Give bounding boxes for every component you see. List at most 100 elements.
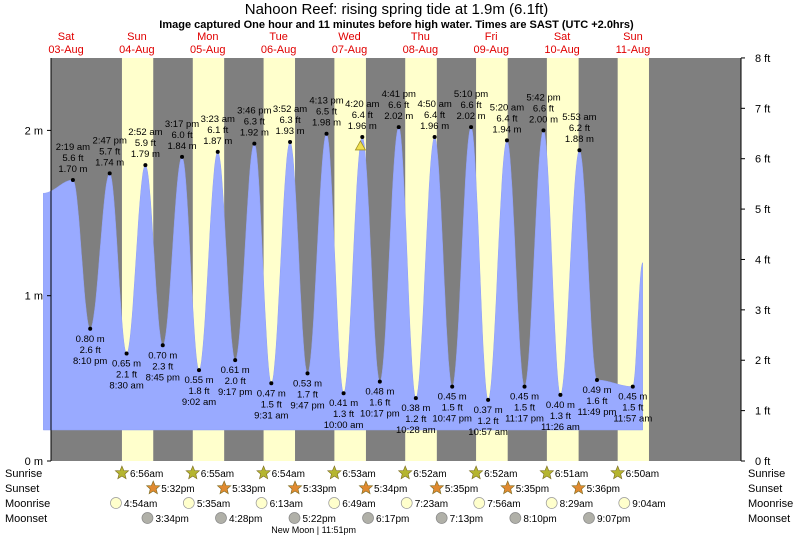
sunset-icon	[358, 480, 374, 495]
moonset-icon	[362, 512, 374, 524]
low-tide-m: 0.45 m	[438, 392, 467, 403]
low-tide-time: 10:17 pm	[360, 409, 400, 420]
sunset-icon	[145, 480, 161, 495]
low-tide-m: 0.61 m	[221, 365, 250, 376]
sunrise-icon	[610, 465, 626, 480]
high-tide-time: 4:41 pm	[382, 89, 416, 100]
sunset-time: 5:33pm	[232, 484, 265, 495]
day-name: Wed	[338, 31, 360, 43]
day-date: 05-Aug	[190, 44, 225, 56]
high-tide-ft: 6.6 ft	[533, 103, 554, 114]
row-label-sunrise-left: Sunrise	[5, 468, 42, 480]
day-name: Mon	[197, 31, 218, 43]
low-tide-time: 10:28 am	[396, 425, 436, 436]
low-tide-ft: 1.6 ft	[586, 396, 607, 407]
moonset-icon	[141, 512, 154, 524]
moonset-time: 9:07pm	[597, 514, 630, 525]
left-tick-label: 2 m	[25, 125, 43, 137]
moonrise-time: 9:04am	[632, 499, 665, 510]
low-tide-point	[305, 371, 310, 376]
sunset-icon	[571, 480, 587, 495]
moonrise-time: 7:23am	[415, 499, 448, 510]
low-tide-m: 0.80 m	[76, 334, 105, 345]
low-tide-m: 0.37 m	[474, 405, 503, 416]
high-tide-ft: 6.4 ft	[496, 113, 517, 124]
day-name: Thu	[411, 31, 430, 43]
day-name: Sat	[554, 31, 571, 43]
high-tide-m: 2.02 m	[384, 111, 413, 122]
low-tide-point	[341, 391, 346, 396]
sunrise-icon	[114, 465, 130, 480]
high-tide-m: 1.79 m	[131, 149, 160, 160]
low-tide-point	[197, 368, 202, 373]
day-date: 06-Aug	[261, 44, 296, 56]
moonrise-icon	[545, 497, 558, 509]
moonrise-time: 4:54am	[124, 499, 157, 510]
moonrise-icon	[110, 497, 122, 509]
low-tide-m: 0.45 m	[510, 392, 539, 403]
high-tide-m: 1.87 m	[203, 136, 232, 147]
high-tide-m: 1.96 m	[420, 121, 449, 132]
high-tide-m: 1.88 m	[565, 134, 594, 145]
high-tide-time: 2:19 am	[56, 142, 90, 153]
sunrise-time: 6:56am	[130, 469, 163, 480]
right-tick-label: 6 ft	[755, 154, 770, 166]
sunrise-icon	[468, 465, 484, 480]
moonset-time: 6:17pm	[376, 514, 409, 525]
high-tide-ft: 5.9 ft	[135, 138, 156, 149]
low-tide-point	[88, 326, 93, 331]
moonset-time: 5:22pm	[302, 514, 335, 525]
low-tide-ft: 1.5 ft	[514, 403, 535, 414]
moonrise-icon	[182, 497, 195, 509]
low-tide-point	[160, 343, 165, 348]
low-tide-ft: 1.2 ft	[405, 414, 426, 425]
low-tide-ft: 1.7 ft	[297, 389, 318, 400]
high-tide-point	[252, 141, 257, 146]
row-label-sunset-right: Sunset	[748, 483, 782, 495]
left-tick-label: 1 m	[25, 291, 43, 303]
high-tide-m: 1.84 m	[168, 141, 197, 152]
day-date: 09-Aug	[473, 44, 508, 56]
high-tide-time: 4:13 pm	[309, 96, 343, 107]
high-tide-time: 2:52 am	[128, 127, 162, 138]
low-tide-point	[486, 397, 491, 402]
high-tide-point	[288, 139, 293, 144]
moonset-time: 4:28pm	[229, 514, 262, 525]
moonrise-icon	[400, 497, 413, 509]
sunset-time: 5:35pm	[516, 484, 549, 495]
low-tide-m: 0.49 m	[582, 385, 611, 396]
moonset-icon	[215, 512, 227, 524]
sunrise-time: 6:52am	[413, 469, 446, 480]
high-tide-ft: 6.1 ft	[207, 125, 228, 136]
high-tide-m: 2.02 m	[457, 111, 486, 122]
low-tide-time: 9:47 pm	[290, 400, 324, 411]
row-label-moonrise-right: Moonrise	[748, 498, 793, 510]
low-tide-m: 0.53 m	[293, 378, 322, 389]
low-tide-time: 9:02 am	[182, 397, 216, 408]
moonset-icon	[288, 512, 301, 524]
right-tick-label: 7 ft	[755, 103, 770, 115]
low-tide-point	[413, 396, 418, 401]
high-tide-ft: 6.4 ft	[424, 110, 445, 121]
moonrise-time: 5:35am	[197, 499, 230, 510]
sunrise-icon	[539, 465, 555, 480]
low-tide-ft: 1.2 ft	[478, 416, 499, 427]
right-tick-label: 5 ft	[755, 204, 770, 216]
high-tide-time: 5:42 pm	[526, 92, 560, 103]
sunrise-icon	[397, 465, 413, 480]
high-tide-point	[324, 131, 329, 136]
high-tide-ft: 6.4 ft	[352, 110, 373, 121]
chart-title: Nahoon Reef: rising spring tide at 1.9m …	[245, 1, 549, 18]
high-tide-ft: 5.6 ft	[62, 153, 83, 164]
low-tide-ft: 1.5 ft	[622, 403, 643, 414]
low-tide-ft: 1.3 ft	[550, 411, 571, 422]
day-date: 03-Aug	[48, 44, 83, 56]
high-tide-point	[469, 125, 474, 130]
sunrise-icon	[326, 465, 342, 480]
low-tide-time: 9:31 am	[254, 410, 288, 421]
moonset-icon	[583, 512, 595, 524]
high-tide-time: 3:23 am	[201, 114, 235, 125]
low-tide-time: 11:17 pm	[505, 414, 544, 425]
high-tide-point	[396, 125, 401, 130]
